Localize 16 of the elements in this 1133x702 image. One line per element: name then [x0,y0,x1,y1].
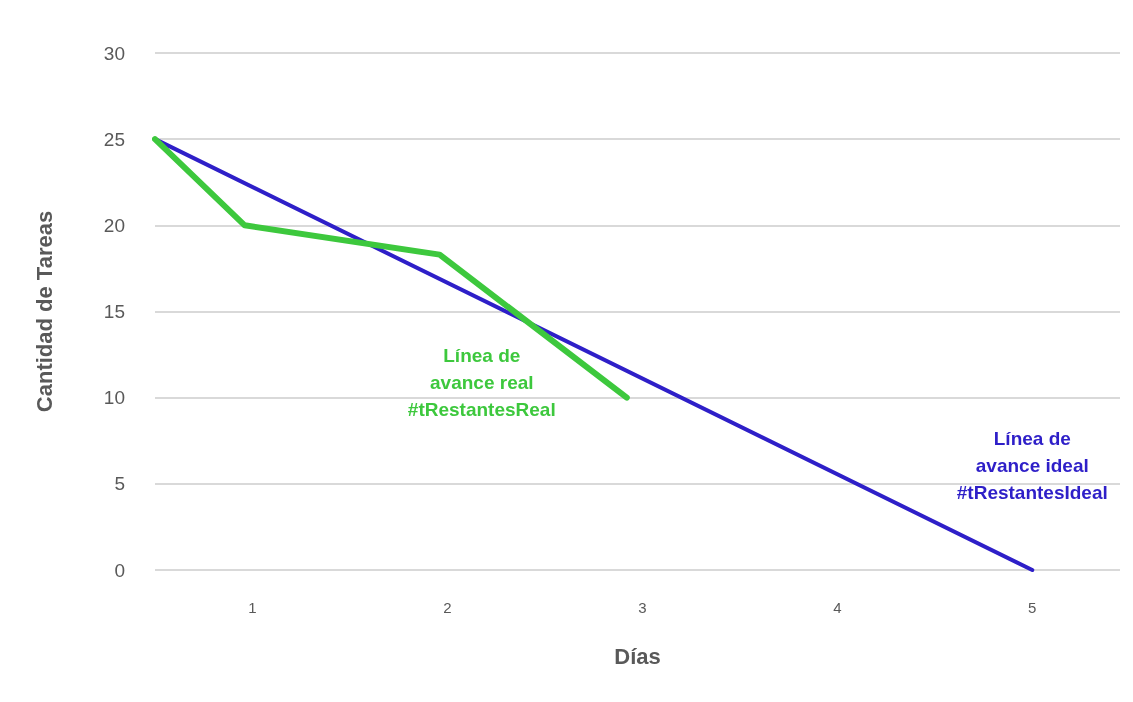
x-tick-label: 5 [1028,599,1037,616]
series-label: Línea de avance ideal #tRestantesIdeal [956,427,1108,503]
y-tick-label: 25 [103,128,125,150]
x-tick-label: 2 [443,599,452,616]
y-tick-label: 5 [114,473,125,495]
series-label: Línea de avance real #tRestantesReal [407,345,556,421]
y-tick-label: 0 [114,559,125,581]
x-axis-title: Días [614,643,661,669]
x-tick-label: 4 [833,599,842,616]
y-tick-label: 20 [103,214,125,236]
y-axis-title: Cantidad de Tareas [31,210,57,413]
x-tick-label: 3 [638,599,647,616]
x-tick-label: 1 [248,599,257,616]
y-tick-label: 10 [103,387,125,409]
y-tick-label: 15 [103,301,125,322]
y-tick-label: 30 [103,42,125,64]
